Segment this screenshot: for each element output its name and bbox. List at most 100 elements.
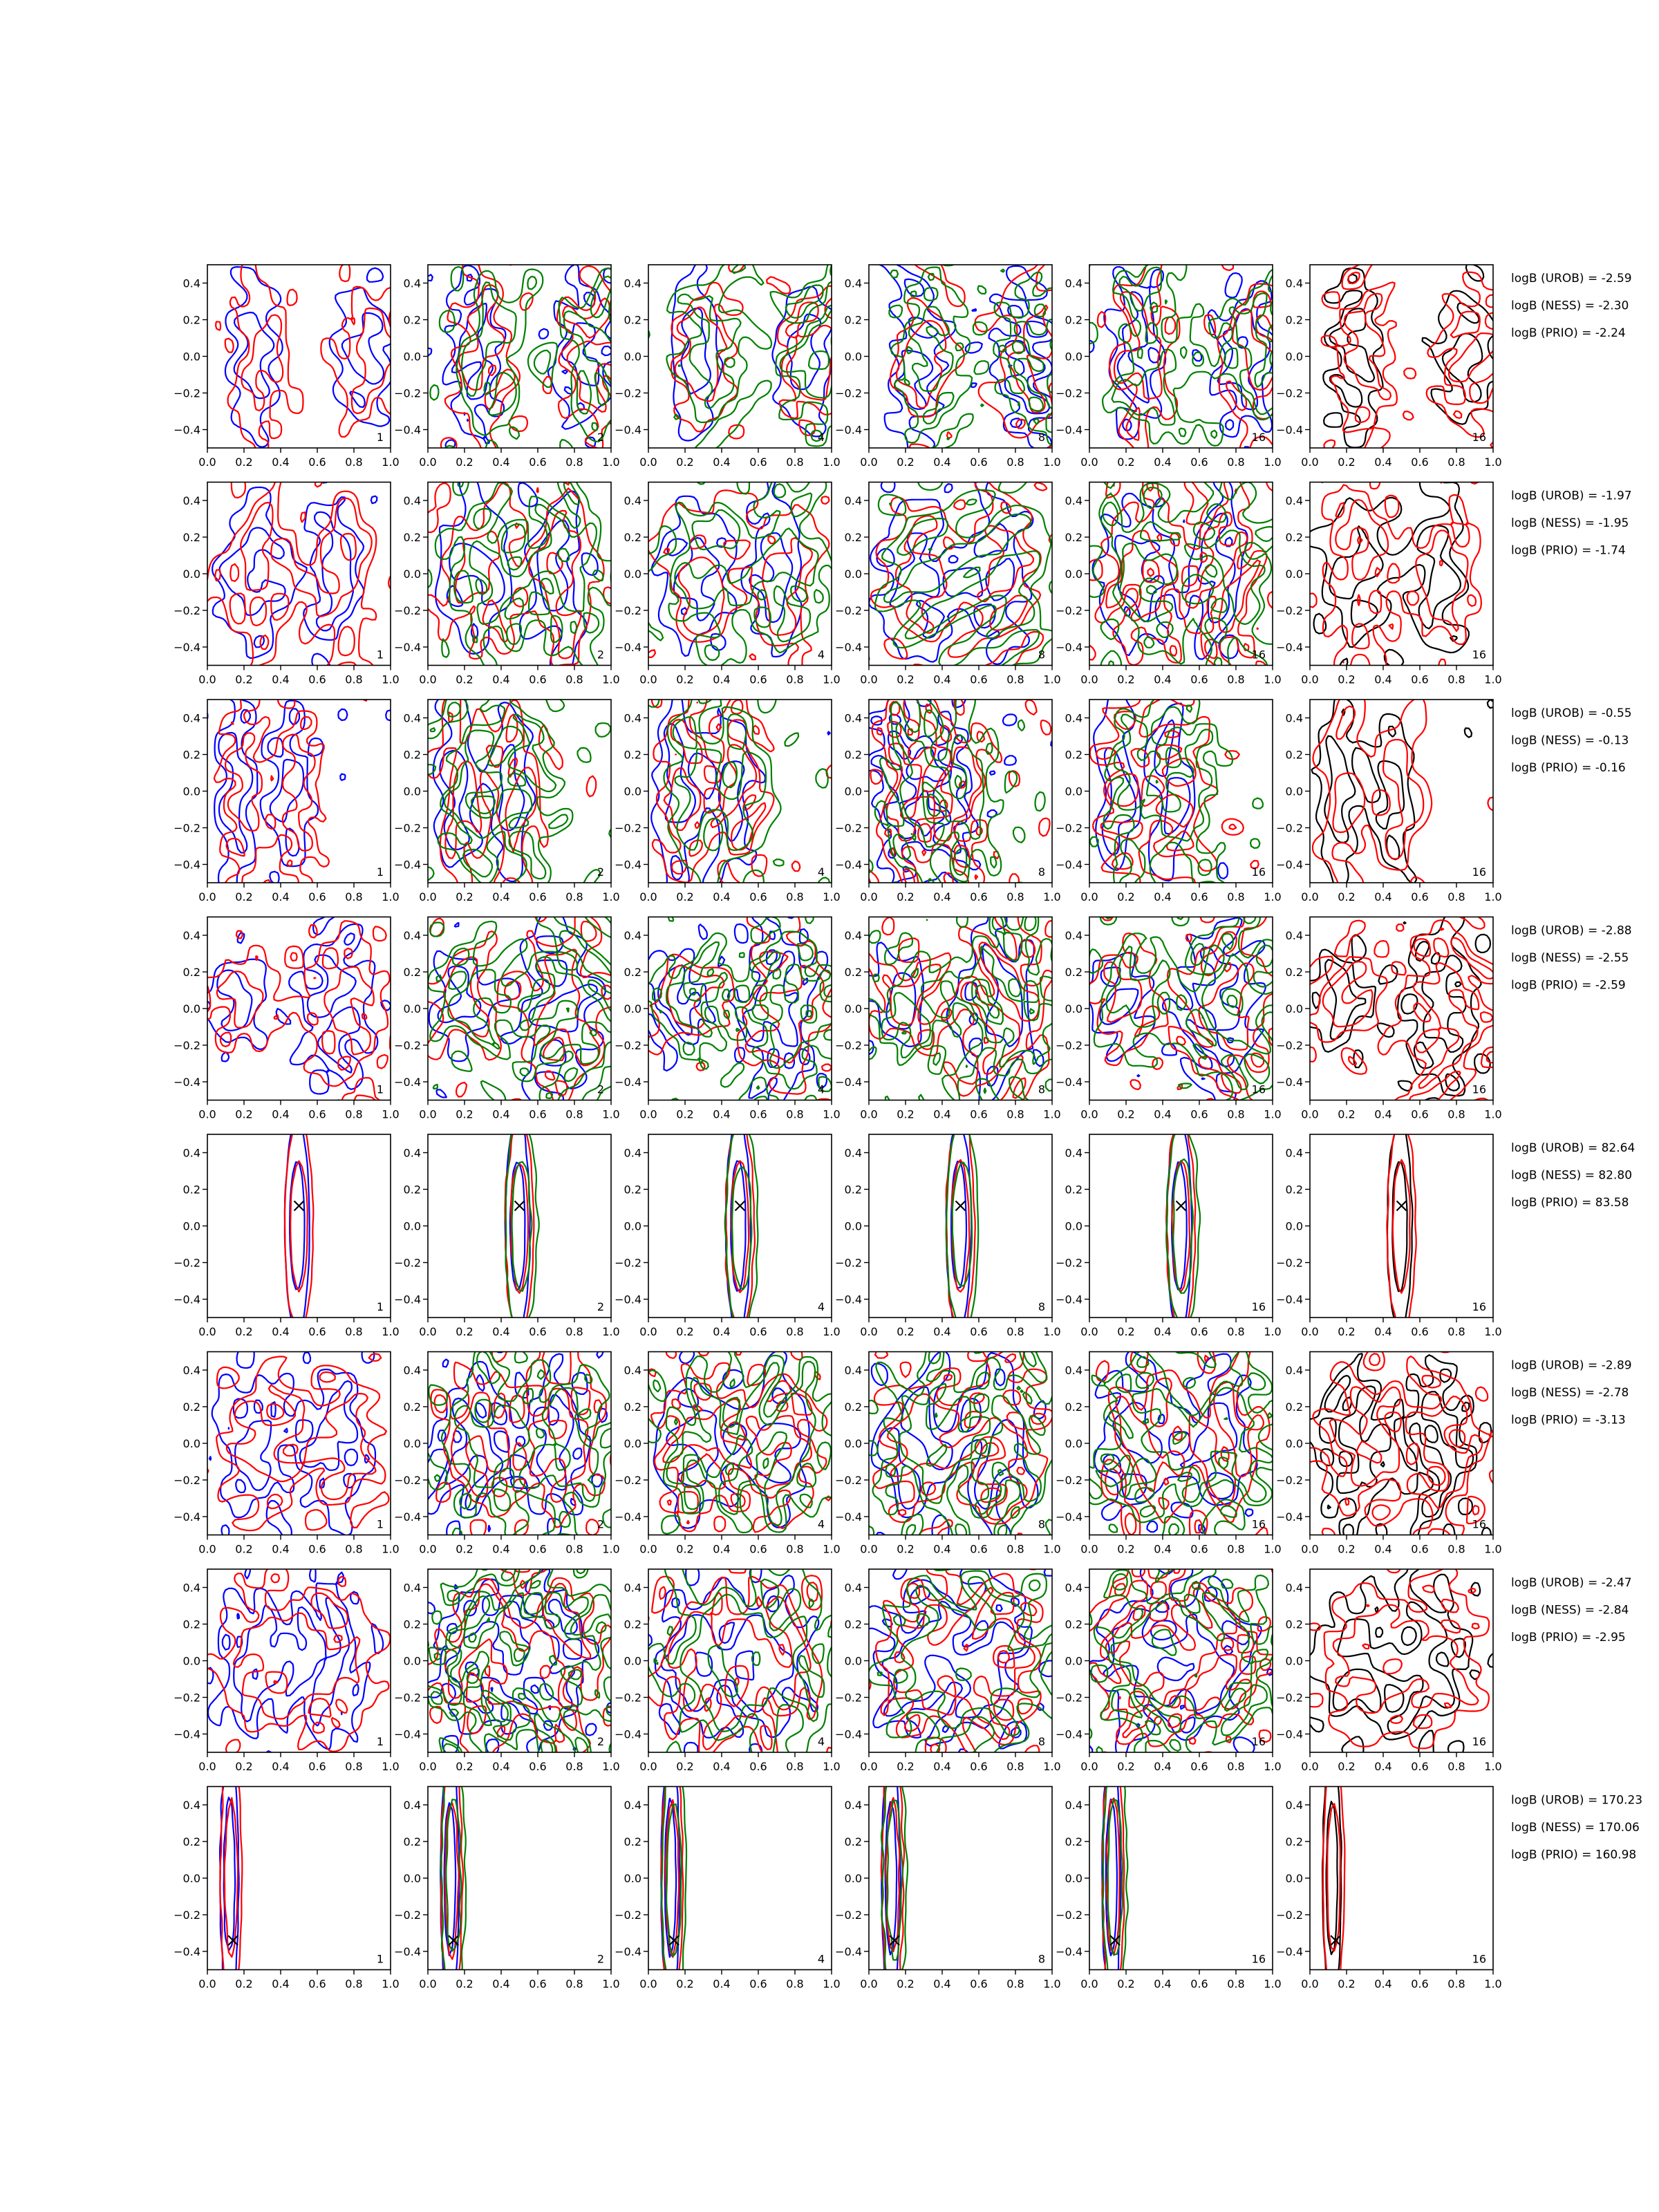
y-tick-label: 0.2: [404, 1835, 421, 1848]
x-tick-label: 0.8: [1006, 1108, 1024, 1121]
x-tick-label: 0.2: [456, 1760, 473, 1773]
logb-metric: logB (UROB) = -2.88: [1511, 924, 1632, 938]
y-tick-label: 0.4: [845, 494, 862, 507]
panel-column-label: 8: [1038, 648, 1045, 662]
panel-r5-c3: 0.0 0.2 0.4 0.6 0.8 1.0 0.4 0.2 0.0 −0.2 −0.4 4: [615, 1134, 841, 1338]
contour-red-1: [1310, 1351, 1493, 1535]
contour-lines: [1089, 1569, 1273, 1752]
x-tick-label: 0.0: [1301, 1760, 1318, 1773]
x-tick-label: 0.2: [676, 673, 693, 686]
x-tick-label: 0.2: [456, 1108, 473, 1121]
contour-green-2: [460, 275, 611, 432]
y-tick-label: −0.4: [615, 1076, 641, 1089]
x-tick-label: 1.0: [1264, 673, 1281, 686]
x-tick-label: 0.6: [1411, 1325, 1428, 1338]
contour-green-2: [908, 272, 1052, 440]
contour-green-2: [1089, 1356, 1273, 1535]
contour-green-1: [428, 917, 611, 1100]
contour-green-1: [1089, 1569, 1273, 1752]
y-tick-label: −0.2: [615, 1474, 641, 1487]
contour-green-1: [428, 482, 611, 666]
x-tick-label: 0.6: [1190, 1325, 1208, 1338]
panel-column-label: 16: [1472, 1735, 1486, 1748]
contour-black-1: [1310, 482, 1470, 666]
contour-lines: [283, 1134, 315, 1318]
x-tick-label: 0.8: [345, 456, 362, 469]
y-tick-label: 0.2: [183, 1400, 200, 1414]
y-tick-label: 0.2: [404, 531, 421, 544]
x-tick-label: 0.4: [1154, 1760, 1171, 1773]
contour-lines: [1089, 700, 1264, 883]
contour-green-1: [945, 1134, 980, 1318]
true-value-marker: [1175, 1200, 1187, 1212]
panel-column-label: 2: [597, 1953, 604, 1966]
y-tick-label: 0.4: [624, 1147, 641, 1160]
contour-lines: [440, 1786, 467, 1970]
contour-black-2: [1329, 525, 1461, 642]
x-tick-label: 1.0: [602, 1108, 619, 1121]
x-tick-label: 0.0: [419, 1108, 436, 1121]
x-tick-label: 0.6: [308, 1978, 326, 1991]
x-tick-label: 0.2: [676, 890, 693, 903]
x-tick-label: 1.0: [1264, 1108, 1281, 1121]
x-tick-label: 0.0: [1080, 890, 1098, 903]
y-tick-label: −0.2: [394, 1257, 421, 1270]
y-tick-label: −0.2: [1276, 822, 1303, 835]
x-tick-label: 0.0: [198, 1325, 216, 1338]
contour-red-1: [869, 700, 1052, 883]
x-tick-label: 0.8: [565, 890, 583, 903]
contour-blue-2: [223, 1797, 236, 1952]
panel-r6-c4: 0.0 0.2 0.4 0.6 0.8 1.0 0.4 0.2 0.0 −0.2 −0.4 8: [835, 1351, 1061, 1556]
y-tick-label: 0.0: [1286, 568, 1303, 581]
logb-metric: logB (NESS) = -2.30: [1511, 299, 1629, 313]
x-tick-label: 0.4: [933, 456, 950, 469]
axes-frame: [207, 481, 391, 666]
y-tick-label: −0.2: [174, 1474, 200, 1487]
contour-red-1: [1320, 265, 1493, 448]
contour-green-2: [429, 702, 569, 880]
contour-green-2: [885, 1351, 1042, 1535]
x-tick-label: 0.0: [639, 1325, 657, 1338]
contour-green-1: [1102, 1786, 1129, 1970]
x-tick-label: 0.2: [235, 1108, 252, 1121]
y-tick-label: −0.4: [174, 859, 200, 872]
x-tick-label: 0.0: [1301, 1325, 1318, 1338]
x-tick-label: 0.2: [1338, 1978, 1355, 1991]
contour-red-1: [215, 265, 391, 448]
y-tick-label: −0.2: [835, 604, 862, 617]
contour-green-2: [666, 1803, 682, 1958]
y-tick-label: 0.4: [845, 929, 862, 942]
panel-r1-c5: 0.0 0.2 0.4 0.6 0.8 1.0 0.4 0.2 0.0 −0.2 −0.4 16: [1056, 264, 1282, 469]
y-tick-label: 0.2: [1286, 531, 1303, 544]
y-tick-label: −0.2: [835, 1691, 862, 1705]
panel-r3-c1: 0.0 0.2 0.4 0.6 0.8 1.0 0.4 0.2 0.0 −0.2 −0.4 1: [174, 699, 400, 903]
x-tick-label: 0.8: [1447, 1760, 1465, 1773]
x-tick-label: 0.2: [1117, 1760, 1134, 1773]
x-tick-label: 0.0: [1301, 673, 1318, 686]
contour-green-2: [445, 1799, 462, 1952]
true-value-marker: [889, 1935, 900, 1946]
contour-lines: [648, 917, 832, 1100]
y-tick-label: 0.4: [1286, 712, 1303, 725]
y-tick-label: 0.4: [1286, 277, 1303, 290]
y-tick-label: 0.0: [845, 1655, 862, 1668]
panel-r6-c1: 0.0 0.2 0.4 0.6 0.8 1.0 0.4 0.2 0.0 −0.2 −0.4 1: [174, 1351, 400, 1556]
y-tick-label: −0.4: [394, 1945, 421, 1958]
y-tick-label: −0.4: [174, 1510, 200, 1524]
panel-column-label: 8: [1038, 1300, 1045, 1313]
y-tick-label: 0.4: [624, 1364, 641, 1377]
y-tick-label: 0.2: [624, 1618, 641, 1631]
x-tick-label: 0.2: [1338, 1543, 1355, 1556]
panel-r1-c1: 0.0 0.2 0.4 0.6 0.8 1.0 0.4 0.2 0.0 −0.2 −0.4 1: [174, 264, 400, 469]
contour-green-2: [435, 930, 611, 1100]
x-tick-label: 1.0: [382, 1108, 399, 1121]
x-tick-label: 0.6: [1190, 1108, 1208, 1121]
contour-red-2: [1327, 1803, 1341, 1952]
x-tick-label: 0.4: [933, 890, 950, 903]
contour-lines: [879, 265, 1052, 448]
y-tick-label: −0.2: [394, 1039, 421, 1052]
x-tick-label: 0.2: [897, 1543, 914, 1556]
y-tick-label: 0.0: [624, 350, 641, 364]
y-tick-label: 0.2: [183, 314, 200, 327]
y-tick-label: 0.0: [1286, 1002, 1303, 1015]
